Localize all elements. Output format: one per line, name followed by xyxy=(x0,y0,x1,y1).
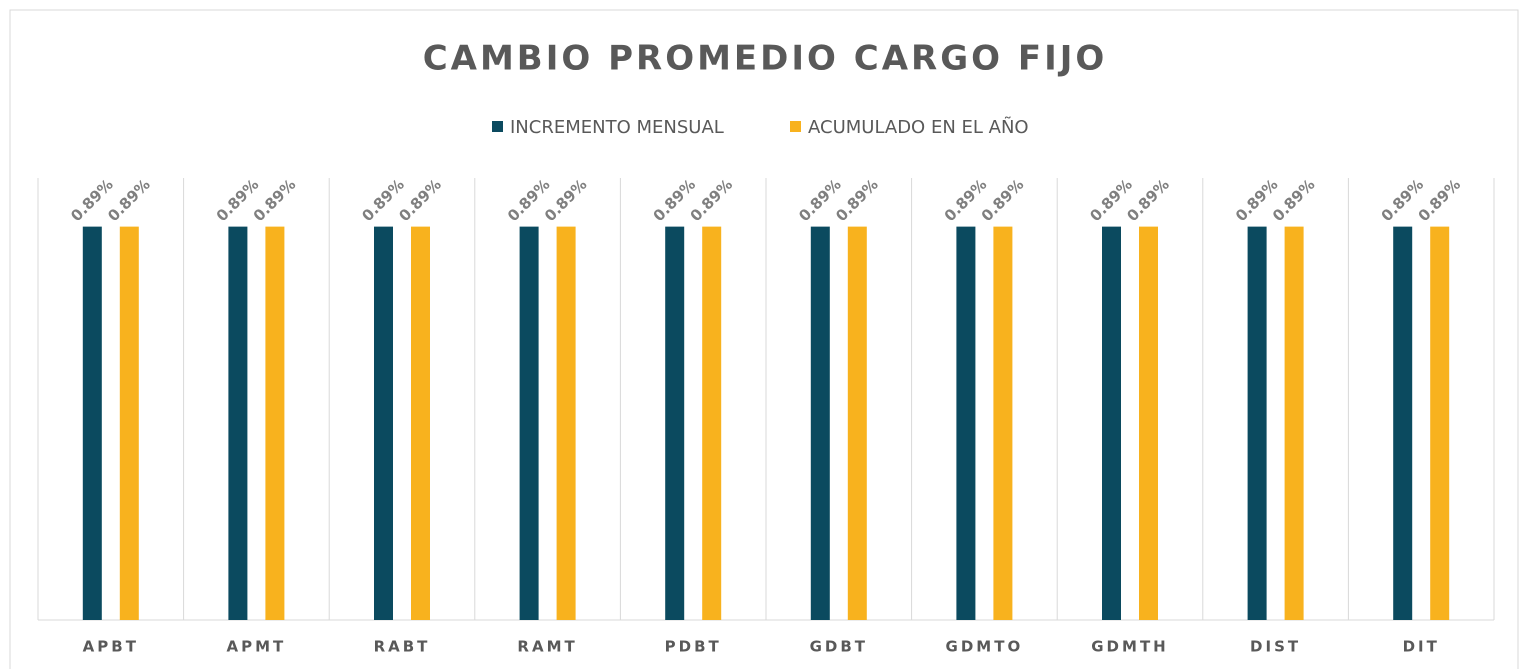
bar xyxy=(847,226,867,620)
bar xyxy=(374,226,393,620)
bar xyxy=(265,226,285,620)
x-tick-label: RAMT xyxy=(517,638,577,656)
bar xyxy=(228,226,248,620)
x-tick-label: GDBT xyxy=(810,638,868,656)
x-tick-label: RABT xyxy=(374,638,431,656)
bar xyxy=(1284,226,1304,620)
x-tick-label: GDMTO xyxy=(946,638,1024,656)
chart-border xyxy=(9,9,1519,669)
bar xyxy=(1393,226,1413,620)
bar xyxy=(119,226,139,620)
legend-label: INCREMENTO MENSUAL xyxy=(510,117,724,138)
x-tick-label: APBT xyxy=(83,638,139,656)
bar xyxy=(411,226,430,620)
bar xyxy=(556,226,576,620)
bar xyxy=(1139,226,1158,620)
legend-swatch xyxy=(790,121,801,132)
bar xyxy=(665,226,685,620)
x-tick-label: DIT xyxy=(1403,638,1440,656)
bar xyxy=(702,226,722,620)
bar xyxy=(82,226,102,620)
bar xyxy=(810,226,830,620)
bar xyxy=(1102,226,1121,620)
legend-label: ACUMULADO EN EL AÑO xyxy=(808,116,1029,138)
bar xyxy=(1430,226,1450,620)
bar xyxy=(1247,226,1267,620)
legend-swatch xyxy=(492,121,503,132)
bar xyxy=(519,226,539,620)
bar xyxy=(993,226,1013,620)
x-tick-label: APMT xyxy=(227,638,287,656)
x-tick-label: DIST xyxy=(1250,638,1301,656)
chart-title: CAMBIO PROMEDIO CARGO FIJO xyxy=(423,39,1108,79)
x-tick-label: PDBT xyxy=(665,638,722,656)
bar xyxy=(956,226,976,620)
x-tick-label: GDMTH xyxy=(1091,638,1168,656)
